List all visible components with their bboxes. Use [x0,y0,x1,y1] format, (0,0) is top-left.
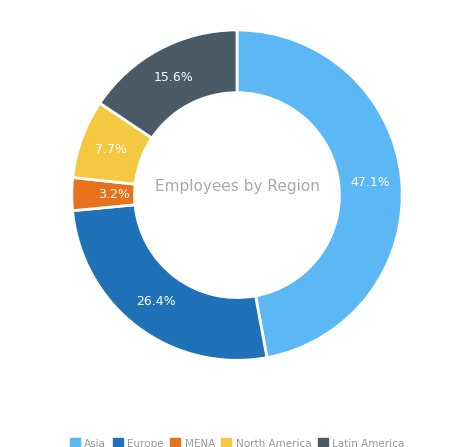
Wedge shape [73,103,152,184]
Wedge shape [73,205,267,360]
Text: Employees by Region: Employees by Region [155,179,319,194]
Legend: Asia, Europe, MENA, North America, Latin America: Asia, Europe, MENA, North America, Latin… [65,434,409,447]
Wedge shape [237,30,402,358]
Text: 15.6%: 15.6% [154,71,194,84]
Wedge shape [100,30,237,138]
Wedge shape [72,177,135,211]
Text: 7.7%: 7.7% [95,143,127,156]
Text: 3.2%: 3.2% [98,188,130,201]
Text: 47.1%: 47.1% [350,177,390,190]
Text: 26.4%: 26.4% [137,295,176,308]
